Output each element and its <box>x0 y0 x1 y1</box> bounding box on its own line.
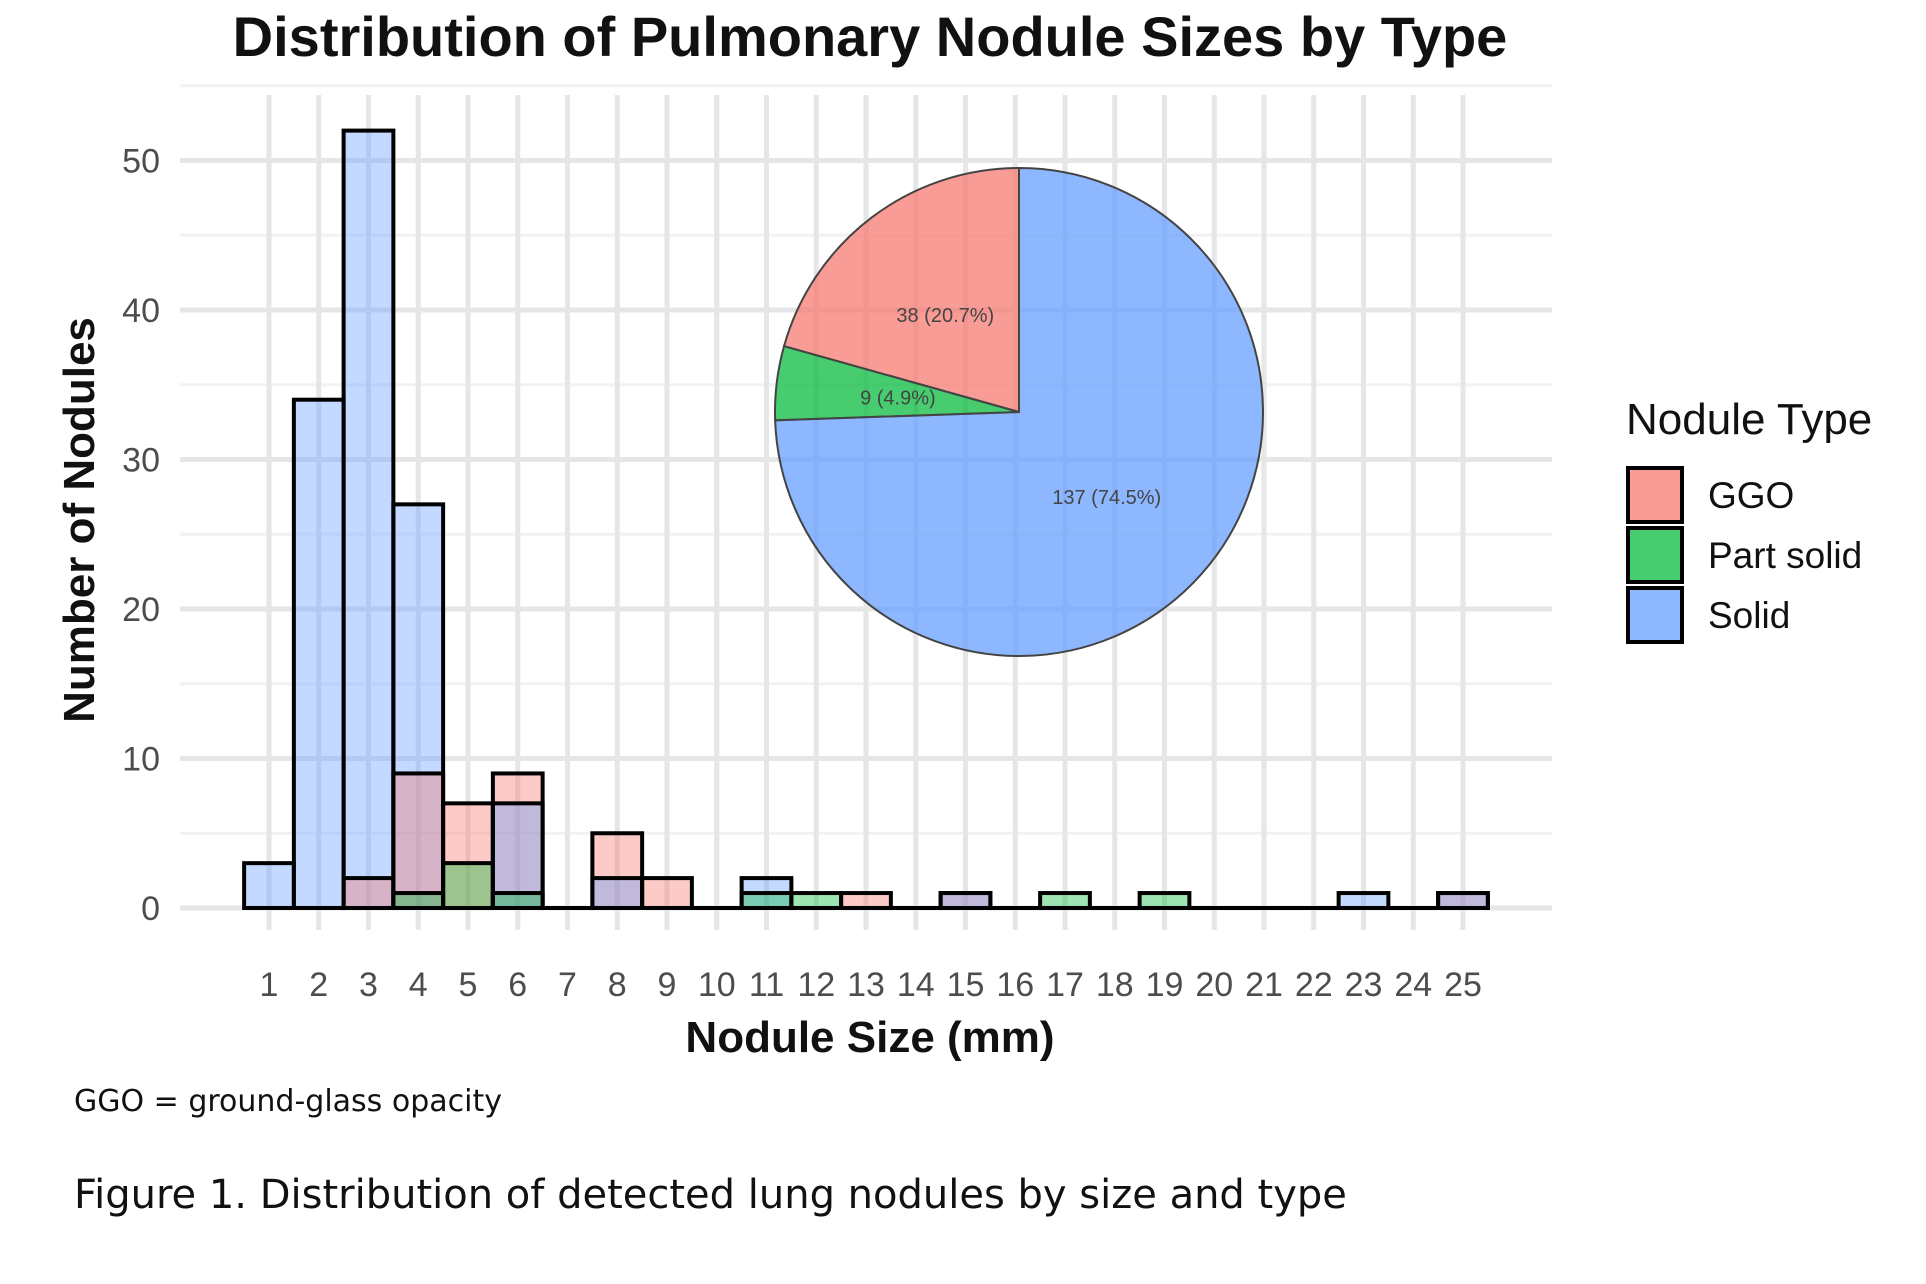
bar-part-solid-19mm <box>1137 891 1192 910</box>
y-tick-label: 20 <box>122 591 160 629</box>
bar-part-solid-11mm <box>739 891 794 910</box>
bar-solid-2mm <box>291 397 346 910</box>
x-axis-title: Nodule Size (mm) <box>685 1013 1054 1062</box>
x-tick-label: 3 <box>359 966 378 1004</box>
x-tick-label: 7 <box>558 966 577 1004</box>
x-tick-label: 5 <box>459 966 478 1004</box>
chart-title: Distribution of Pulmonary Nodule Sizes b… <box>233 5 1508 68</box>
bar-solid-23mm <box>1336 891 1391 910</box>
footnote: GGO = ground-glass opacity <box>74 1084 502 1119</box>
legend-items: GGO Part solid Solid <box>1626 466 1862 644</box>
x-tick-label: 23 <box>1345 966 1383 1004</box>
x-tick-label: 8 <box>608 966 627 1004</box>
legend-title: Nodule Type <box>1626 395 1872 444</box>
bar-solid-6mm <box>490 801 545 910</box>
bar-part-solid-12mm <box>789 891 844 910</box>
x-tick-label: 22 <box>1295 966 1333 1004</box>
pie-chart: 38 (20.7%) 9 (4.9%) 137 (74.5%) <box>774 166 1264 657</box>
pie-slice-solid <box>774 166 1264 657</box>
x-tick-label: 19 <box>1146 966 1184 1004</box>
pie-label-ggo: 38 (20.7%) <box>896 305 994 327</box>
pie-label-solid: 137 (74.5%) <box>1052 487 1161 509</box>
x-tick-label: 11 <box>749 966 784 1004</box>
y-tick-label: 10 <box>122 741 160 779</box>
bar-solid-25mm <box>1436 891 1490 910</box>
bar-ggo-3mm <box>341 876 396 910</box>
x-tick-label: 14 <box>897 966 935 1004</box>
bar-part-solid-6mm <box>490 891 545 910</box>
bar-ggo-13mm <box>839 891 893 910</box>
pie-slice-ggo <box>782 166 1020 414</box>
bar-ggo-4mm <box>391 771 446 911</box>
x-tick-label: 18 <box>1096 966 1134 1004</box>
x-tick-label: 20 <box>1195 966 1233 1004</box>
x-tick-label: 9 <box>658 966 677 1004</box>
figure-caption: Figure 1. Distribution of detected lung … <box>74 1172 1347 1218</box>
bar-part-solid-5mm <box>441 861 495 911</box>
legend-key-solid <box>1626 586 1684 644</box>
bar-part-solid-4mm <box>391 891 446 910</box>
legend-key-part-solid <box>1626 526 1684 584</box>
x-tick-label: 24 <box>1394 966 1432 1004</box>
y-tick-label: 0 <box>141 890 160 928</box>
bar-part-solid-17mm <box>1038 891 1092 910</box>
legend: Nodule Type GGO Part solid Solid <box>1626 395 1872 644</box>
legend-label-solid: Solid <box>1708 595 1790 636</box>
x-tick-label: 15 <box>947 966 985 1004</box>
y-tick-label: 50 <box>122 143 160 181</box>
x-tick-label: 13 <box>847 966 885 1004</box>
x-tick-label: 25 <box>1444 966 1482 1004</box>
x-tick-label: 1 <box>260 966 279 1004</box>
x-tick-label: 12 <box>797 966 835 1004</box>
x-tick-label: 10 <box>698 966 736 1004</box>
x-tick-label: 16 <box>996 966 1034 1004</box>
x-tick-label: 2 <box>309 966 328 1004</box>
x-tick-label: 21 <box>1245 966 1283 1004</box>
y-axis-ticks: 0 10 20 30 40 50 <box>122 143 160 929</box>
bar-solid-4mm <box>391 502 446 910</box>
legend-label-ggo: GGO <box>1708 475 1794 516</box>
bar-solid-8mm <box>590 876 645 910</box>
x-tick-label: 4 <box>409 966 428 1004</box>
x-axis-ticks: 1 2 3 4 5 6 7 8 9 10 11 12 13 14 15 16 17 18 19 20 21 22 23 24 2… <box>260 966 1482 1004</box>
legend-label-part-solid: Part solid <box>1708 535 1862 576</box>
bar-solid-1mm <box>242 861 296 911</box>
legend-key-ggo <box>1626 466 1684 524</box>
x-tick-label: 6 <box>508 966 527 1004</box>
y-axis-title: Number of Nodules <box>55 317 104 723</box>
bar-solid-3mm <box>341 128 396 911</box>
bar-solid-15mm <box>938 891 993 910</box>
bars <box>242 128 1490 911</box>
x-tick-label: 17 <box>1046 966 1084 1004</box>
y-tick-label: 40 <box>122 292 160 330</box>
y-tick-label: 30 <box>122 442 160 480</box>
bar-ggo-9mm <box>640 876 694 910</box>
pie-label-part-solid: 9 (4.9%) <box>860 387 936 409</box>
